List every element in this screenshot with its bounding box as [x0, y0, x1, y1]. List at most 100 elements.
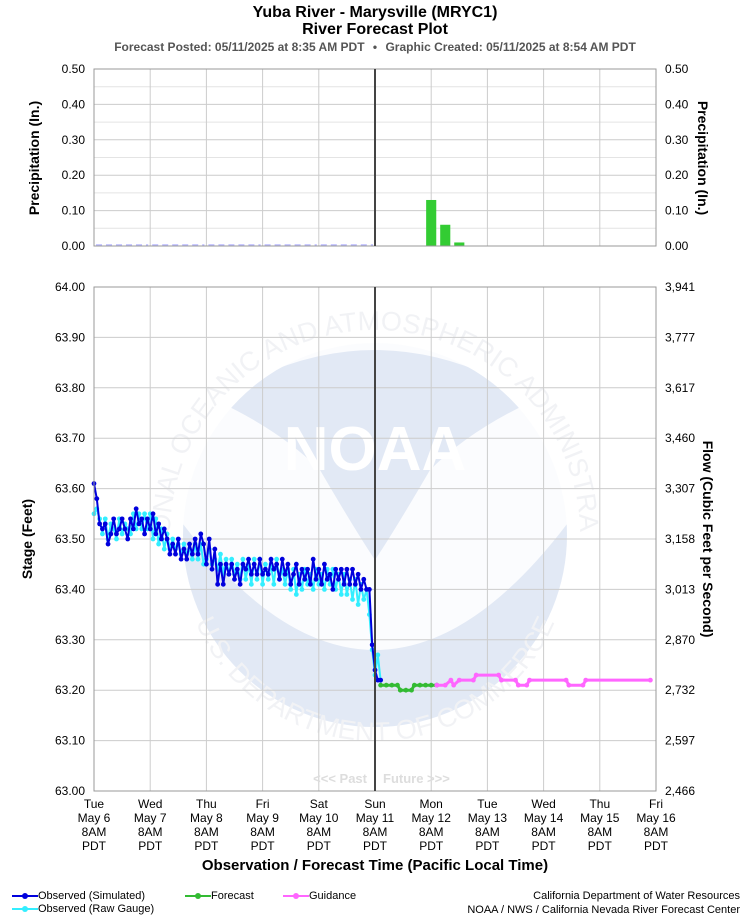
flow-ytick-label: 2,466	[665, 784, 695, 798]
series-point-observed-simulated	[156, 521, 162, 527]
x-tick-label: PDT	[307, 839, 332, 853]
separator-dot: •	[372, 40, 378, 54]
series-point-observed-raw-gauge	[254, 576, 260, 582]
series-point-observed-simulated	[251, 561, 257, 567]
series-point-observed-simulated	[114, 531, 119, 537]
legend-label-forecast: Forecast	[211, 890, 254, 902]
series-point-observed-simulated	[248, 571, 254, 577]
series-point-observed-simulated	[153, 531, 159, 537]
series-point-observed-simulated	[136, 521, 142, 527]
series-point-guidance	[515, 682, 521, 688]
past-label: <<< Past	[313, 771, 368, 786]
chart-axes: 0.00 0.00 0.10 0.10 0.20 0.20 0.30 0.30 0.40 0.40…	[55, 62, 695, 853]
series-point-forecast	[395, 682, 400, 688]
x-tick-label: Thu	[589, 797, 610, 811]
posted-created-line: Forecast Posted: 05/11/2025 at 8:35 AM P…	[0, 40, 750, 54]
series-point-guidance	[524, 682, 530, 688]
series-point-observed-simulated	[307, 581, 313, 587]
precip-ytick-label-right: 0.30	[665, 133, 689, 147]
series-point-observed-simulated	[164, 536, 170, 542]
series-point-observed-raw-gauge	[156, 541, 162, 547]
series-point-observed-raw-gauge	[248, 581, 254, 587]
flow-ytick-label: 3,617	[665, 381, 695, 395]
series-point-observed-simulated	[240, 561, 246, 567]
series-point-observed-raw-gauge	[350, 597, 355, 602]
series-point-observed-simulated	[344, 566, 350, 572]
series-point-observed-simulated	[257, 556, 263, 562]
x-tick-label: May 7	[134, 811, 167, 825]
legend-label-observed-simulated: Observed (Simulated)	[38, 890, 145, 902]
series-point-observed-raw-gauge	[274, 556, 280, 562]
precip-bar	[454, 242, 465, 246]
series-point-observed-simulated	[378, 677, 384, 683]
series-point-observed-simulated	[243, 566, 249, 572]
series-point-observed-simulated	[327, 571, 333, 577]
series-point-guidance	[499, 677, 504, 683]
series-point-observed-simulated	[277, 576, 282, 582]
series-point-observed-raw-gauge	[142, 511, 147, 517]
series-point-observed-simulated	[201, 541, 206, 547]
flow-ytick-label: 3,941	[665, 280, 695, 294]
series-point-guidance	[527, 677, 532, 683]
series-point-observed-simulated	[305, 566, 310, 572]
series-point-observed-raw-gauge	[189, 556, 195, 562]
flow-ytick-label: 3,460	[665, 431, 695, 445]
series-point-observed-raw-gauge	[100, 531, 105, 537]
graphic-created-label: Graphic Created: 05/11/2025 at 8:54 AM P…	[385, 40, 636, 54]
precip-ytick-label-right: 0.50	[665, 62, 689, 76]
series-point-observed-simulated	[229, 561, 235, 567]
series-point-forecast	[389, 682, 395, 688]
series-point-guidance	[434, 682, 440, 688]
series-point-observed-simulated	[310, 556, 316, 562]
series-point-observed-simulated	[341, 581, 347, 587]
stage-ytick-label: 63.30	[55, 633, 85, 647]
stage-series	[91, 481, 653, 693]
series-point-observed-raw-gauge	[251, 556, 257, 562]
precip-ytick-label-left: 0.30	[62, 133, 86, 147]
series-point-observed-raw-gauge	[102, 516, 108, 522]
series-point-observed-simulated	[94, 496, 100, 502]
flow-ytick-label: 3,777	[665, 330, 695, 344]
series-point-guidance	[456, 677, 462, 683]
series-point-observed-simulated	[206, 536, 212, 542]
series-point-observed-raw-gauge	[243, 576, 249, 582]
series-point-observed-simulated	[234, 566, 240, 572]
series-point-observed-simulated	[102, 521, 108, 527]
series-point-observed-raw-gauge	[240, 556, 246, 562]
stage-ytick-label: 63.90	[55, 330, 85, 344]
flow-ytick-label: 2,870	[665, 633, 695, 647]
precip-ytick-label-left: 0.00	[62, 239, 86, 253]
series-point-observed-simulated	[108, 531, 114, 537]
credit-dwr: California Department of Water Resources	[533, 890, 740, 902]
stage-ytick-label: 64.00	[55, 280, 85, 294]
precip-bar	[426, 199, 437, 246]
precip-bar	[440, 224, 451, 246]
series-point-observed-simulated	[130, 526, 136, 532]
legend-label-observed-raw: Observed (Raw Gauge)	[38, 903, 155, 915]
series-point-observed-raw-gauge	[355, 602, 361, 607]
future-label: Future >>>	[383, 771, 450, 786]
series-point-forecast	[409, 687, 414, 693]
legend-swatch-forecast	[185, 893, 211, 899]
series-point-observed-simulated	[100, 526, 105, 532]
series-point-observed-raw-gauge	[344, 592, 350, 597]
series-point-observed-simulated	[204, 561, 209, 567]
x-tick-label: Fri	[649, 797, 663, 811]
series-point-observed-raw-gauge	[234, 561, 240, 567]
flow-ytick-label: 2,732	[665, 683, 695, 697]
x-tick-label: Sun	[364, 797, 385, 811]
series-point-guidance	[496, 672, 502, 678]
series-point-observed-simulated	[237, 581, 243, 587]
series-point-observed-simulated	[268, 556, 274, 562]
precip-ytick-label-left: 0.20	[62, 168, 86, 182]
series-point-observed-simulated	[223, 561, 229, 567]
x-tick-label: May 10	[299, 811, 339, 825]
series-point-observed-raw-gauge	[260, 581, 265, 587]
series-point-observed-raw-gauge	[310, 587, 316, 592]
series-point-observed-raw-gauge	[119, 531, 125, 537]
series-point-observed-simulated	[173, 551, 178, 557]
series-point-observed-simulated	[195, 551, 201, 557]
series-point-observed-simulated	[361, 576, 367, 582]
x-tick-label: May 11	[356, 811, 395, 825]
series-point-observed-raw-gauge	[322, 587, 327, 592]
